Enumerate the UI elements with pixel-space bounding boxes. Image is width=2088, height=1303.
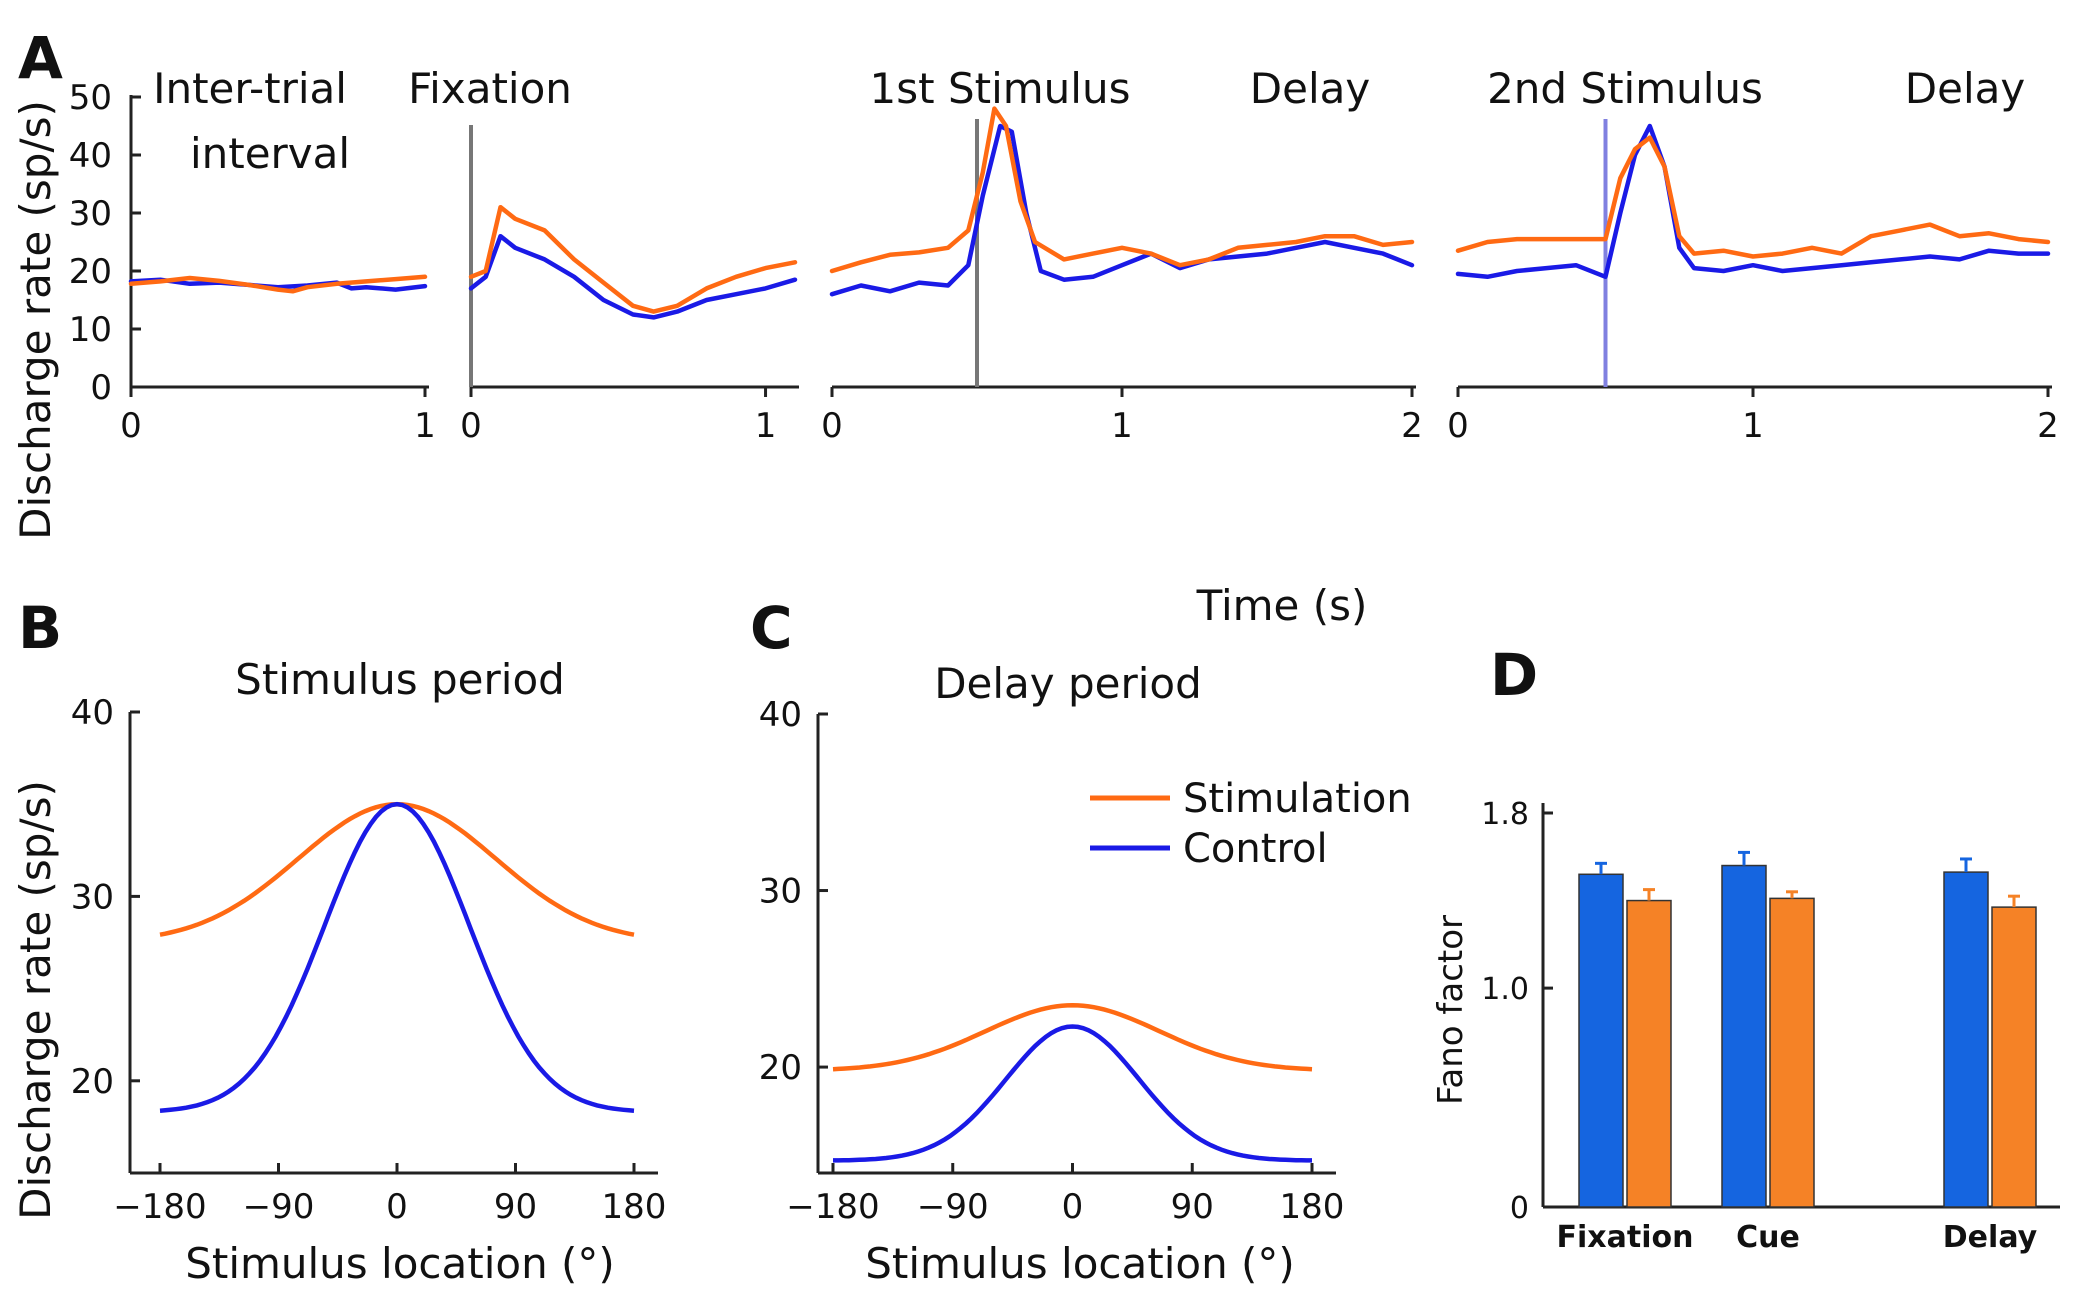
panel-a-first-stimulus-plot: 0 1 2 <box>821 106 1423 446</box>
panel-a-second-stimulus-plot: 0 1 2 <box>1447 119 2059 446</box>
panel-c-title: Delay period <box>934 659 1202 708</box>
panel-c-letter: C <box>750 594 793 662</box>
panel-c-plot: 20 30 40 −180 −90 0 90 180 <box>759 695 1345 1227</box>
control-tuning-curve <box>159 801 635 1113</box>
panel-d-plot: 0 1.0 1.8 Fixation Cue Delay <box>1481 797 2060 1255</box>
panel-a-xtick-label: 2 <box>2037 406 2059 446</box>
panel-a-control-trace-second-stimulus <box>1455 123 2051 280</box>
panel-a-ytick-label: 10 <box>69 310 112 350</box>
epoch-label-iti-line2: interval <box>190 129 350 178</box>
panel-a-stimulation-trace-inter-trial <box>128 274 428 294</box>
panel-d-ytick-label: 1.8 <box>1481 797 1529 832</box>
epoch-label-delay-1: Delay <box>1250 64 1370 113</box>
ytick-label: 20 <box>759 1048 802 1088</box>
control-tuning-curve <box>833 1024 1312 1163</box>
panel-a-control-trace-first-stimulus <box>829 123 1415 297</box>
panel-a-ytick-label: 50 <box>69 78 112 118</box>
panel-a-ytick-label: 40 <box>69 136 112 176</box>
panel-d-bar-stimulation-delay <box>1991 906 2037 1208</box>
epoch-label-second-stimulus: 2nd Stimulus <box>1487 64 1763 113</box>
panel-a-xtick-label: 0 <box>821 406 843 446</box>
panel-a-control-trace-fixation <box>468 233 798 320</box>
panel-a-control-trace-inter-trial <box>128 277 428 292</box>
legend-stimulation-label: Stimulation <box>1183 776 1412 822</box>
panel-d-ytick-label: 1.0 <box>1481 972 1529 1007</box>
panel-a-stimulation-trace-first-stimulus <box>829 106 1415 274</box>
xtick-label: −90 <box>917 1187 989 1227</box>
panel-b-letter: B <box>18 594 62 662</box>
panel-b-xlabel: Stimulus location (°) <box>185 1239 615 1288</box>
epoch-label-fixation: Fixation <box>408 64 572 113</box>
panel-d-bar-control-fixation <box>1578 873 1624 1208</box>
panel-a-stimulation-trace-fixation <box>468 204 798 314</box>
panel-a-xtick-label: 1 <box>755 406 777 446</box>
xtick-label: 90 <box>1171 1187 1214 1227</box>
ytick-label: 40 <box>71 693 114 733</box>
panel-a-stimulation-trace-second-stimulus <box>1455 135 2051 259</box>
ytick-label: 20 <box>71 1062 114 1102</box>
panel-a-letter: A <box>18 24 63 92</box>
panel-d-category-label: Fixation <box>1557 1220 1694 1255</box>
panel-a-ylabel: Discharge rate (sp/s) <box>11 100 60 540</box>
panel-a-xtick-label: 1 <box>1111 406 1133 446</box>
epoch-label-iti-line1: Inter-trial <box>153 64 347 113</box>
panel-a-ytick-label: 20 <box>69 252 112 292</box>
panel-a-xtick-label: 1 <box>1742 406 1764 446</box>
panel-d-category-label: Delay <box>1943 1220 2038 1255</box>
panel-d-bar-stimulation-cue <box>1769 897 1815 1208</box>
panel-c-xlabel: Stimulus location (°) <box>865 1239 1295 1288</box>
epoch-label-delay-2: Delay <box>1905 64 2025 113</box>
xtick-label: 0 <box>386 1187 408 1227</box>
panel-a-xtick-label: 2 <box>1401 406 1423 446</box>
stimulation-tuning-curve <box>159 801 635 937</box>
xtick-label: −180 <box>113 1187 206 1227</box>
xtick-label: 0 <box>1062 1187 1084 1227</box>
xtick-label: 180 <box>602 1187 667 1227</box>
xtick-label: 180 <box>1280 1187 1345 1227</box>
panel-d-bar-control-delay <box>1943 871 1989 1208</box>
ytick-label: 40 <box>759 695 802 735</box>
ytick-label: 30 <box>759 872 802 912</box>
panel-a-xtick-label: 1 <box>414 406 436 446</box>
legend-control-label: Control <box>1183 826 1328 872</box>
panel-d-bar-control-cue <box>1721 864 1767 1208</box>
panel-d-ytick-label: 0 <box>1510 1191 1529 1226</box>
panel-d-letter: D <box>1490 641 1538 709</box>
panel-a-ytick-label: 30 <box>69 194 112 234</box>
panel-d-bar-stimulation-fixation <box>1626 899 1672 1208</box>
stimulation-tuning-curve <box>832 1003 1313 1072</box>
xtick-label: 90 <box>494 1187 537 1227</box>
xtick-label: −90 <box>243 1187 315 1227</box>
panel-b-title: Stimulus period <box>235 655 565 704</box>
panel-a-xlabel: Time (s) <box>1196 581 1368 630</box>
panel-a-xtick-label: 0 <box>120 406 142 446</box>
panel-d-category-label: Cue <box>1736 1220 1800 1255</box>
panel-a-xtick-label: 0 <box>1447 406 1469 446</box>
xtick-label: −180 <box>786 1187 879 1227</box>
panel-b-ylabel: Discharge rate (sp/s) <box>11 780 60 1220</box>
panel-d-ylabel: Fano factor <box>1431 915 1471 1105</box>
ytick-label: 30 <box>71 877 114 917</box>
legend: Stimulation Control <box>1090 776 1412 872</box>
panel-b-plot: 20 30 40 −180 −90 0 90 180 <box>71 693 667 1227</box>
panel-a-yticks: 0 10 20 30 40 50 <box>69 78 141 408</box>
panel-a-ytick-label: 0 <box>90 368 112 408</box>
epoch-label-first-stimulus: 1st Stimulus <box>870 64 1131 113</box>
panel-a-xtick-label: 0 <box>460 406 482 446</box>
